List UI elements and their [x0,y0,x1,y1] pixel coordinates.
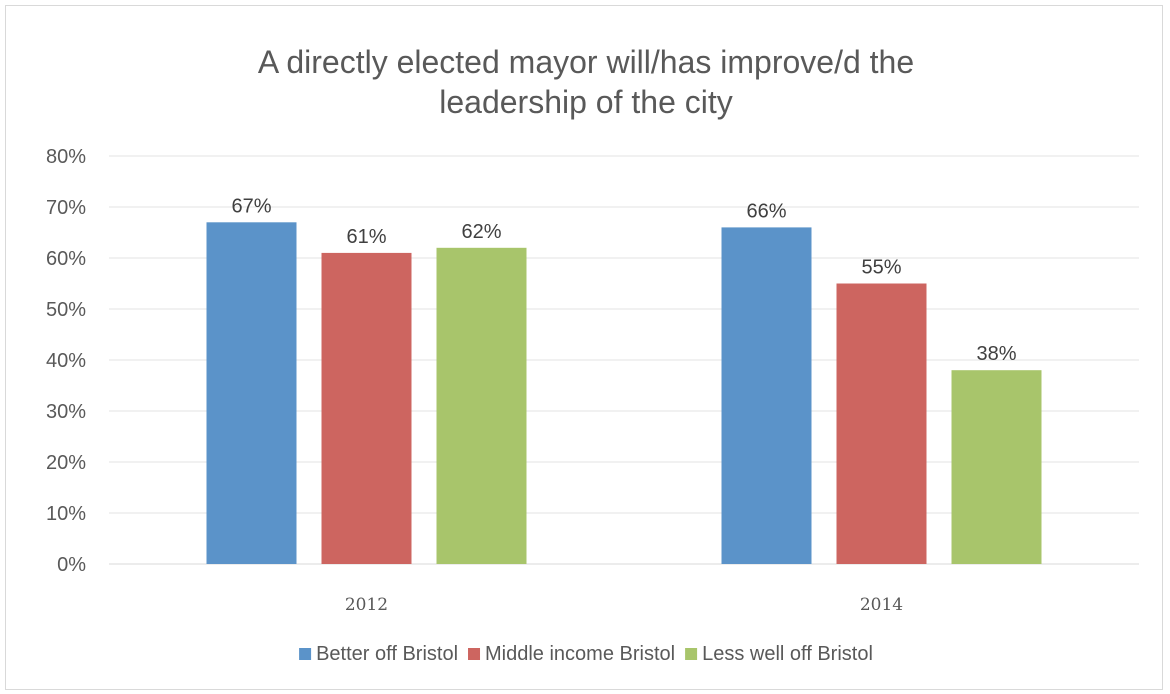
y-tick-label: 30% [46,401,86,423]
y-tick-label: 0% [57,554,86,576]
bar-2012-less-well-off-bristol [436,247,527,565]
y-tick-label: 50% [46,299,86,321]
y-tick-label: 60% [46,248,86,270]
legend-label: Less well off Bristol [702,643,873,665]
bar-2014-middle-income-bristol [836,283,927,564]
y-tick-label: 10% [46,503,86,525]
legend-label: Better off Bristol [316,643,458,665]
x-category-label: 2012 [345,595,388,615]
x-axis-category-labels: 2012 2014 [345,595,903,615]
y-axis-tick-labels: 0% 10% 20% 30% 40% 50% 60% 70% 80% [46,146,86,576]
y-tick-label: 70% [46,197,86,219]
legend-swatch-less-well-off-bristol [685,648,698,660]
legend: Better off Bristol Middle income Bristol L… [299,643,873,665]
chart-title-line-1: A directly elected mayor will/has improv… [258,44,914,80]
data-label: 38% [976,343,1016,365]
legend-label: Middle income Bristol [485,643,675,665]
data-label: 66% [746,200,786,222]
data-label: 62% [461,221,501,243]
y-tick-label: 20% [46,452,86,474]
bar-2012-better-off-bristol [206,222,297,565]
legend-swatch-better-off-bristol [299,648,312,660]
x-category-label: 2014 [860,595,903,615]
bar-2014-better-off-bristol [721,227,812,564]
data-label: 55% [861,257,901,279]
bar-chart: A directly elected mayor will/has improv… [46,44,1139,665]
chart-title: A directly elected mayor will/has improv… [258,44,914,120]
chart-title-line-2: leadership of the city [439,84,733,120]
data-label: 61% [346,226,386,248]
y-tick-label: 40% [46,350,86,372]
bar-2012-middle-income-bristol [321,252,412,564]
data-label: 67% [231,195,271,217]
data-labels: 67% 61% 62% 66% 55% 38% [231,195,1016,365]
legend-swatch-middle-income-bristol [468,648,481,660]
chart-frame: A directly elected mayor will/has improv… [5,5,1163,690]
y-tick-label: 80% [46,146,86,168]
bar-2014-less-well-off-bristol [951,370,1042,564]
bars [206,222,1042,565]
